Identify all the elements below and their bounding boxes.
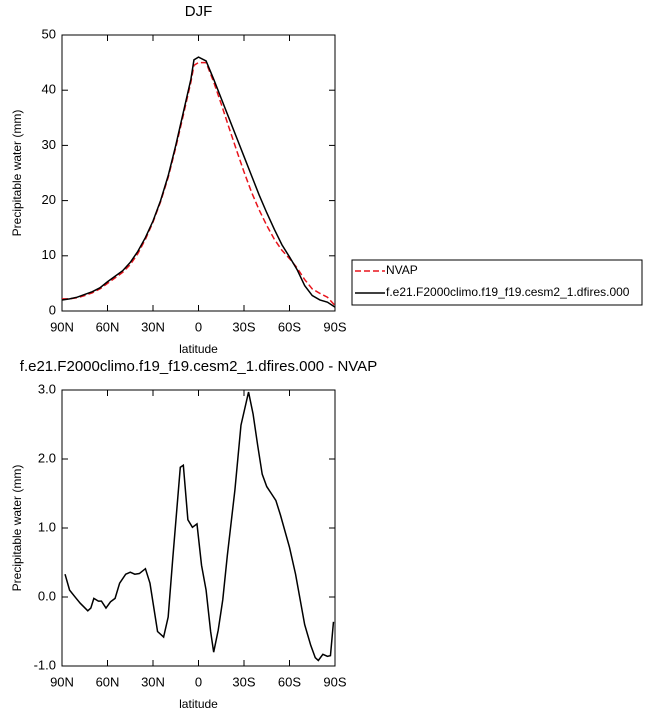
- y-tick-label: 10: [42, 247, 56, 262]
- plot-frame: [61, 34, 336, 312]
- y-tick-label: 3.0: [38, 381, 56, 396]
- x-axis-label: latitude: [179, 342, 218, 356]
- x-tick-label: 30S: [232, 674, 255, 689]
- x-tick-label: 60N: [96, 319, 120, 334]
- plot-frame: [61, 389, 336, 667]
- y-tick-label: 30: [42, 137, 56, 152]
- y-tick-label: 2.0: [38, 450, 56, 465]
- y-tick-label: 1.0: [38, 519, 56, 534]
- y-tick-label: 40: [42, 82, 56, 97]
- y-tick-label: 0: [49, 302, 56, 317]
- x-tick-label: 0: [195, 319, 202, 334]
- line: [64, 391, 335, 662]
- legend-label: NVAP: [386, 263, 418, 277]
- x-tick-label: 90S: [323, 319, 346, 334]
- x-tick-label: 30S: [232, 319, 255, 334]
- x-tick-label: 60S: [278, 674, 301, 689]
- x-tick-label: 90N: [50, 674, 74, 689]
- chart-title: DJF: [185, 3, 213, 20]
- y-tick-label: 50: [42, 26, 56, 41]
- x-tick-label: 90N: [50, 319, 74, 334]
- x-tick-label: 0: [195, 674, 202, 689]
- x-tick-label: 60S: [278, 319, 301, 334]
- chart-title: f.e21.F2000climo.f19_f19.cesm2_1.dfires.…: [20, 358, 377, 375]
- line: [61, 56, 336, 308]
- x-tick-label: 60N: [96, 674, 120, 689]
- y-tick-label: 0.0: [38, 588, 56, 603]
- y-tick-label: -1.0: [34, 657, 56, 672]
- x-tick-label: 90S: [323, 674, 346, 689]
- legend-box: [351, 259, 643, 306]
- x-tick-label: 30N: [141, 674, 165, 689]
- line: [62, 61, 336, 306]
- y-axis-label: Precipitable water (mm): [10, 465, 24, 592]
- y-axis-label: Precipitable water (mm): [10, 110, 24, 237]
- x-tick-label: 30N: [141, 319, 165, 334]
- legend-label: f.e21.F2000climo.f19_f19.cesm2_1.dfires.…: [386, 285, 630, 299]
- x-axis-label: latitude: [179, 697, 218, 711]
- y-tick-label: 20: [42, 192, 56, 207]
